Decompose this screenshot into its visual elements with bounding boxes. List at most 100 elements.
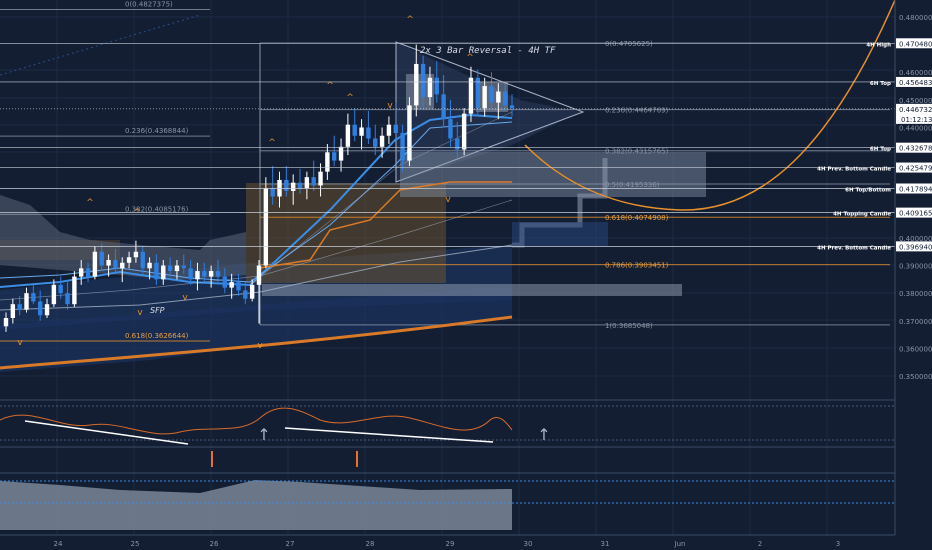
osc-arrow: ↑ xyxy=(537,425,550,444)
candle-body xyxy=(236,282,241,291)
fib-left-label: 0(0.4827375) xyxy=(125,0,173,8)
up-marker: ^ xyxy=(268,138,276,148)
fib-left-label: 0.382(0.4085176) xyxy=(125,205,189,213)
candle-body xyxy=(407,105,412,161)
down-marker: v xyxy=(182,293,188,303)
candle-body xyxy=(167,265,173,272)
triangle-shade xyxy=(396,42,580,182)
candle-body xyxy=(345,124,351,147)
candle-body xyxy=(99,251,104,266)
candle-body xyxy=(147,262,152,269)
fib-right-label: 0(0.4705625) xyxy=(605,40,653,48)
fib-right-label: 0.5(0.4195336) xyxy=(605,181,660,189)
candles[interactable] xyxy=(3,44,515,332)
countdown: 01:12:13 xyxy=(901,116,932,124)
candle-body xyxy=(92,251,98,277)
long-ma xyxy=(0,315,513,370)
fib-right-label: 0.236(0.4464769) xyxy=(605,107,669,115)
candle-body xyxy=(284,179,289,191)
gray-box xyxy=(400,152,706,197)
osc-arrow: ↑ xyxy=(257,425,270,444)
candle-body xyxy=(441,94,446,120)
candle-body xyxy=(461,113,467,150)
candle-body xyxy=(195,271,200,280)
level-label: 6H Top/Bottom xyxy=(845,188,891,194)
level-label: 4H Prev. Bottom Candle xyxy=(817,245,891,251)
candle-body xyxy=(509,105,515,109)
time-tick: Jun xyxy=(674,540,686,548)
zones xyxy=(0,41,706,372)
level-tag-text: 0.4091657 xyxy=(899,210,932,218)
candle-body xyxy=(434,77,439,95)
up-marker: ^ xyxy=(326,81,334,91)
candle-body xyxy=(10,304,16,319)
time-tick: 30 xyxy=(524,540,533,548)
candle-body xyxy=(44,304,50,316)
candle-body xyxy=(202,271,207,277)
level-tag-bg xyxy=(896,241,932,252)
time-tick: 24 xyxy=(54,540,63,548)
level-tag-bg xyxy=(896,76,932,87)
candle-body xyxy=(338,146,344,161)
candle-body xyxy=(311,177,316,186)
fib-right-label: 0.786(0.3903451) xyxy=(605,262,669,270)
level-tag-text: 0.4704801 xyxy=(899,40,932,48)
time-axis[interactable]: 24 25 26 27 28 29 30 31 Jun 2 3 xyxy=(54,540,841,548)
level-tag-text: 0.4326784 xyxy=(899,145,932,153)
candle-body xyxy=(222,276,228,288)
candle-body xyxy=(400,132,405,161)
candle-body xyxy=(373,138,378,147)
time-tick: 2 xyxy=(758,540,762,548)
down-marker: v xyxy=(257,341,263,351)
candle-body xyxy=(106,260,111,266)
time-tick: 25 xyxy=(131,540,140,548)
ma-orange xyxy=(259,181,512,269)
candle-body xyxy=(482,86,487,109)
candle-body xyxy=(85,268,91,277)
candle-body xyxy=(181,265,186,269)
gray-band xyxy=(262,284,682,296)
candle-body xyxy=(386,124,392,136)
candle-body xyxy=(79,268,84,277)
candle-body xyxy=(3,318,9,327)
up-marker: ^ xyxy=(86,198,94,208)
level-tag-text: 0.4178946 xyxy=(899,186,932,194)
candle-body xyxy=(249,284,255,299)
time-tick: 27 xyxy=(286,540,295,548)
divergence-1 xyxy=(24,420,189,445)
candle-body xyxy=(420,63,426,98)
down-marker: v xyxy=(137,308,143,318)
candle-body xyxy=(126,257,132,263)
candle-body xyxy=(51,284,57,305)
level-label: 6H Top xyxy=(870,81,891,87)
candle-body xyxy=(161,265,166,280)
down-marker: v xyxy=(445,195,451,205)
candle-body xyxy=(113,260,118,269)
grid xyxy=(0,0,895,535)
candle-body xyxy=(475,77,481,109)
candle-body xyxy=(243,290,248,299)
level-tag-text: 0.4254792 xyxy=(899,165,932,173)
candle-body xyxy=(352,124,357,136)
up-marker: ^ xyxy=(406,15,414,25)
candle-body xyxy=(188,268,193,280)
time-tick: 3 xyxy=(836,540,840,548)
candle-body xyxy=(270,188,275,197)
candle-body xyxy=(120,262,125,269)
candle-body xyxy=(133,251,139,258)
candle-body xyxy=(379,135,385,147)
axis-bg xyxy=(895,0,932,550)
candle-body xyxy=(304,177,310,189)
candle-body xyxy=(318,171,323,186)
candle-body xyxy=(263,188,269,266)
candle-body xyxy=(468,77,474,114)
volume-area xyxy=(0,480,512,530)
level-tag-bg xyxy=(896,142,932,153)
candle-body xyxy=(17,304,22,310)
lower-cloud xyxy=(0,285,512,372)
